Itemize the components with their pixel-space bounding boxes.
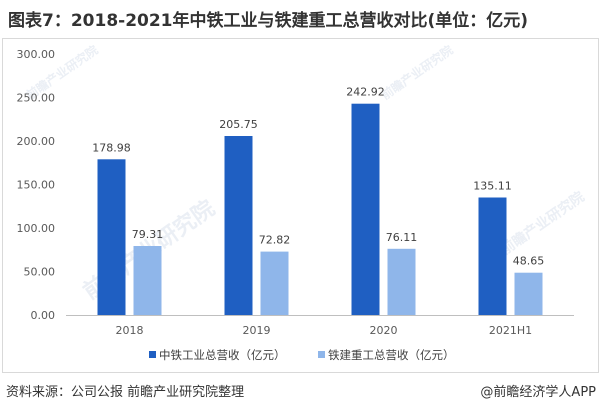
legend-swatch-series-0 bbox=[149, 351, 156, 358]
bar-series-0-2019 bbox=[224, 136, 253, 315]
x-tick-label: 2019 bbox=[243, 324, 271, 337]
bar-group bbox=[97, 103, 543, 315]
x-tick-label: 2021H1 bbox=[489, 324, 532, 337]
x-axis: 2018 2019 2020 2021H1 bbox=[116, 324, 533, 337]
bar-series-1-2020 bbox=[387, 248, 416, 315]
y-axis: 0.00 50.00 100.00 150.00 200.00 250.00 300.00 bbox=[17, 48, 56, 322]
bar-series-0-2018 bbox=[97, 159, 126, 315]
data-label: 242.92 bbox=[346, 86, 385, 99]
bar-series-1-2021H1 bbox=[514, 272, 543, 315]
data-label: 48.65 bbox=[513, 255, 545, 268]
bar-series-1-2018 bbox=[133, 246, 162, 315]
chart-title: 图表7：2018-2021年中铁工业与铁建重工总营收对比(单位：亿元) bbox=[8, 10, 528, 31]
data-label: 205.75 bbox=[219, 118, 258, 131]
x-tick-label: 2020 bbox=[370, 324, 398, 337]
data-labels: 178.98 79.31 205.75 72.82 242.92 76.11 135.11 4… bbox=[92, 86, 544, 268]
bar-series-1-2019 bbox=[260, 251, 289, 315]
legend: 中铁工业总营收（亿元） 铁建重工总营收（亿元） bbox=[149, 348, 455, 362]
bar-series-0-2020 bbox=[351, 103, 380, 315]
data-label: 76.11 bbox=[386, 231, 418, 244]
x-tick-label: 2018 bbox=[116, 324, 144, 337]
legend-label-series-1: 铁建重工总营收（亿元） bbox=[328, 348, 455, 362]
y-tick-label: 100.00 bbox=[17, 222, 56, 235]
brand-credit: @前瞻经济学人APP bbox=[480, 384, 596, 400]
legend-swatch-series-1 bbox=[318, 351, 325, 358]
bar-series-0-2021H1 bbox=[478, 197, 507, 315]
y-tick-label: 300.00 bbox=[17, 48, 56, 61]
chart-frame bbox=[2, 38, 599, 373]
data-label: 72.82 bbox=[259, 234, 291, 247]
y-tick-label: 200.00 bbox=[17, 135, 56, 148]
source-note: 资料来源：公司公报 前瞻产业研究院整理 bbox=[6, 384, 244, 400]
data-label: 178.98 bbox=[92, 141, 131, 154]
data-label: 79.31 bbox=[132, 228, 164, 241]
y-tick-label: 150.00 bbox=[17, 179, 56, 192]
y-tick-label: 0.00 bbox=[31, 309, 56, 322]
y-tick-label: 50.00 bbox=[24, 266, 56, 279]
data-label: 135.11 bbox=[473, 180, 512, 193]
legend-label-series-0: 中铁工业总营收（亿元） bbox=[159, 348, 286, 362]
y-tick-label: 250.00 bbox=[17, 92, 56, 105]
